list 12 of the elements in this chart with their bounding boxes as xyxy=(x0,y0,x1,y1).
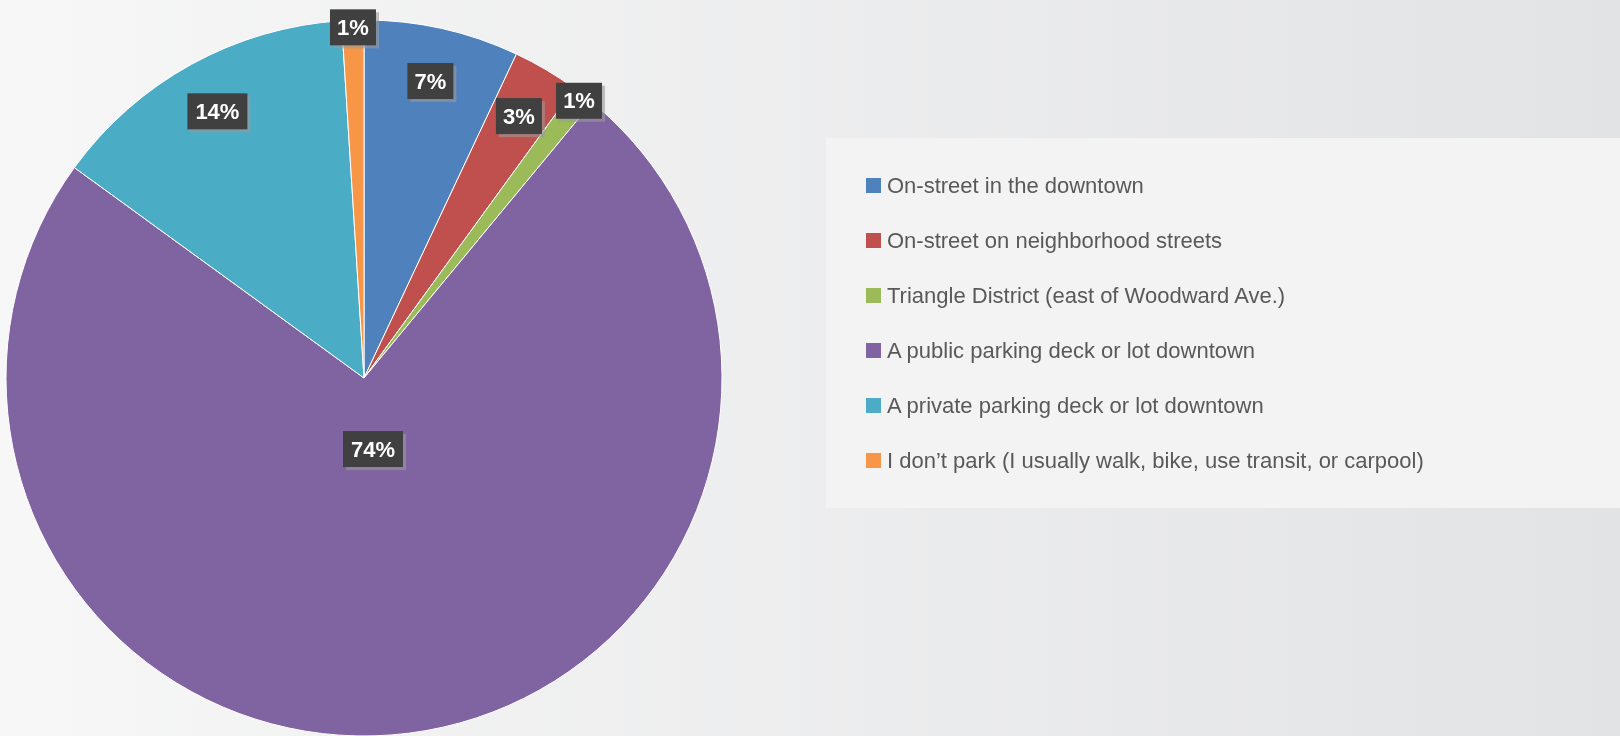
legend-label: I don’t park (I usually walk, bike, use transit, or carpool) xyxy=(887,447,1424,474)
legend-label: On-street on neighborhood streets xyxy=(887,227,1223,254)
slice-label: A public parking deck or lot downtown xyxy=(887,337,1256,364)
legend-label: On-street in the downtown xyxy=(887,172,1144,199)
data-label: 1% xyxy=(563,88,595,114)
data-label: 14% xyxy=(195,98,240,124)
data-label: 3% xyxy=(503,103,535,129)
legend-label: A private parking deck or lot downtown xyxy=(887,392,1264,419)
data-label: 7% xyxy=(414,68,447,94)
data-label: 1% xyxy=(337,14,369,40)
legend-label: Triangle District (east of Woodward Ave.) xyxy=(887,282,1286,309)
data-label: 74% xyxy=(350,436,395,462)
